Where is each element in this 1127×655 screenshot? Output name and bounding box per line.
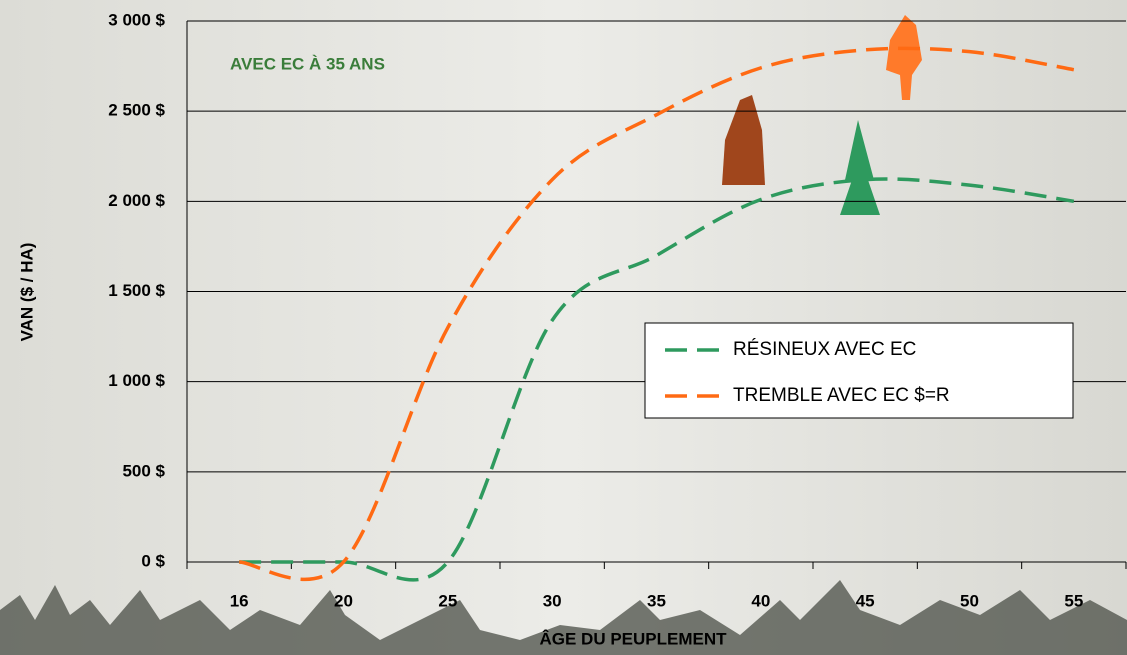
y-tick-label: 2 000 $: [108, 191, 165, 210]
x-tick-label: 16: [230, 591, 249, 610]
chart-title: AVEC EC À 35 ANS: [230, 54, 385, 73]
x-tick-label: 55: [1064, 591, 1083, 610]
x-tick-label: 20: [334, 591, 353, 610]
y-tick-label: 2 500 $: [108, 101, 165, 120]
x-tick-label: 25: [438, 591, 457, 610]
legend-label: RÉSINEUX AVEC EC: [733, 339, 916, 360]
y-tick-label: 1 500 $: [108, 281, 165, 300]
y-tick-label: 0 $: [141, 551, 165, 570]
chart: AVEC EC À 35 ANS VAN ($ / HA) ÂGE DU PEU…: [0, 0, 1127, 655]
x-tick-label: 30: [543, 591, 562, 610]
x-tick-label: 45: [856, 591, 875, 610]
x-axis-label: ÂGE DU PEUPLEMENT: [539, 629, 727, 648]
y-tick-label: 1 000 $: [108, 371, 165, 390]
x-tick-label: 40: [751, 591, 770, 610]
x-tick-label: 50: [960, 591, 979, 610]
legend: RÉSINEUX AVEC EC TREMBLE AVEC EC $=R: [645, 323, 1073, 418]
legend-label: TREMBLE AVEC EC $=R: [733, 385, 950, 406]
y-axis-label: VAN ($ / HA): [17, 243, 36, 342]
y-tick-label: 500 $: [122, 461, 165, 480]
y-tick-label: 3 000 $: [108, 10, 165, 29]
x-tick-label: 35: [647, 591, 666, 610]
